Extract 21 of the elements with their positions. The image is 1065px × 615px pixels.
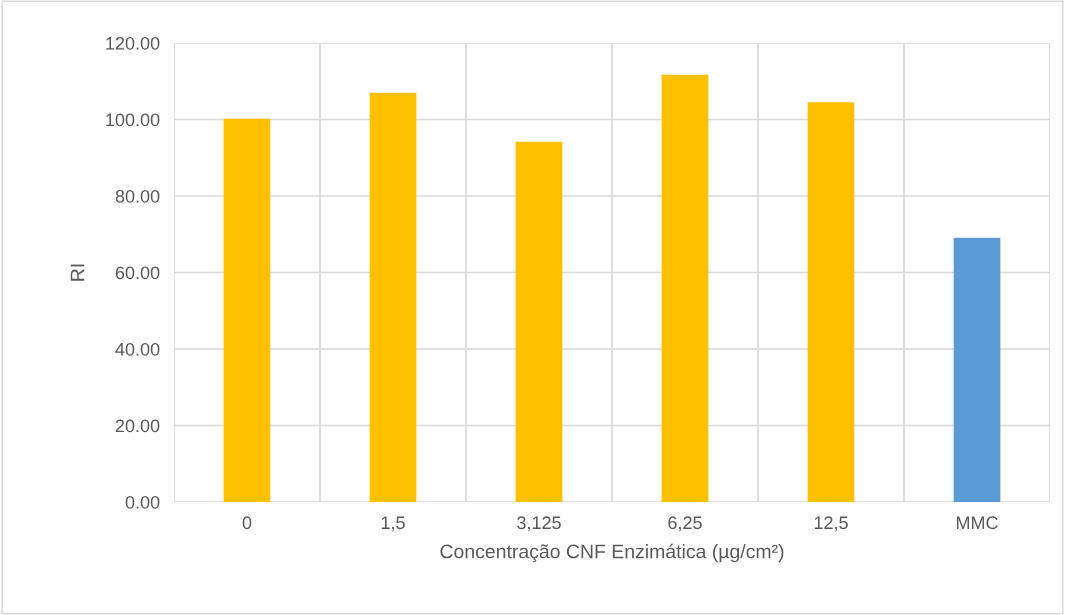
y-tick-label: 60.00: [115, 266, 160, 280]
x-tick-label: 3,125: [517, 516, 561, 532]
x-tick-label: 0: [242, 516, 252, 530]
x-tick-label: MMC: [956, 516, 998, 530]
bar: [661, 74, 709, 502]
y-tick-label: 100.00: [106, 113, 160, 127]
y-tick-label: 120.00: [106, 36, 160, 50]
y-tick-label: 80.00: [115, 189, 160, 203]
bar: [515, 141, 563, 502]
bar: [223, 118, 271, 502]
x-tick-label: 1,5: [381, 516, 405, 532]
y-tick-label: 20.00: [115, 419, 160, 433]
y-tick-label: 0.00: [125, 495, 160, 509]
x-tick-label: 6,25: [668, 516, 702, 532]
x-tick-label: 12,5: [814, 516, 848, 532]
bar: [807, 102, 855, 502]
bar: [369, 92, 417, 502]
y-tick-label: 40.00: [115, 342, 160, 356]
bar: [953, 237, 1001, 502]
y-axis-title: RI: [70, 264, 85, 281]
x-axis-title: Concentração CNF Enzimática (µg/cm²): [440, 543, 784, 563]
